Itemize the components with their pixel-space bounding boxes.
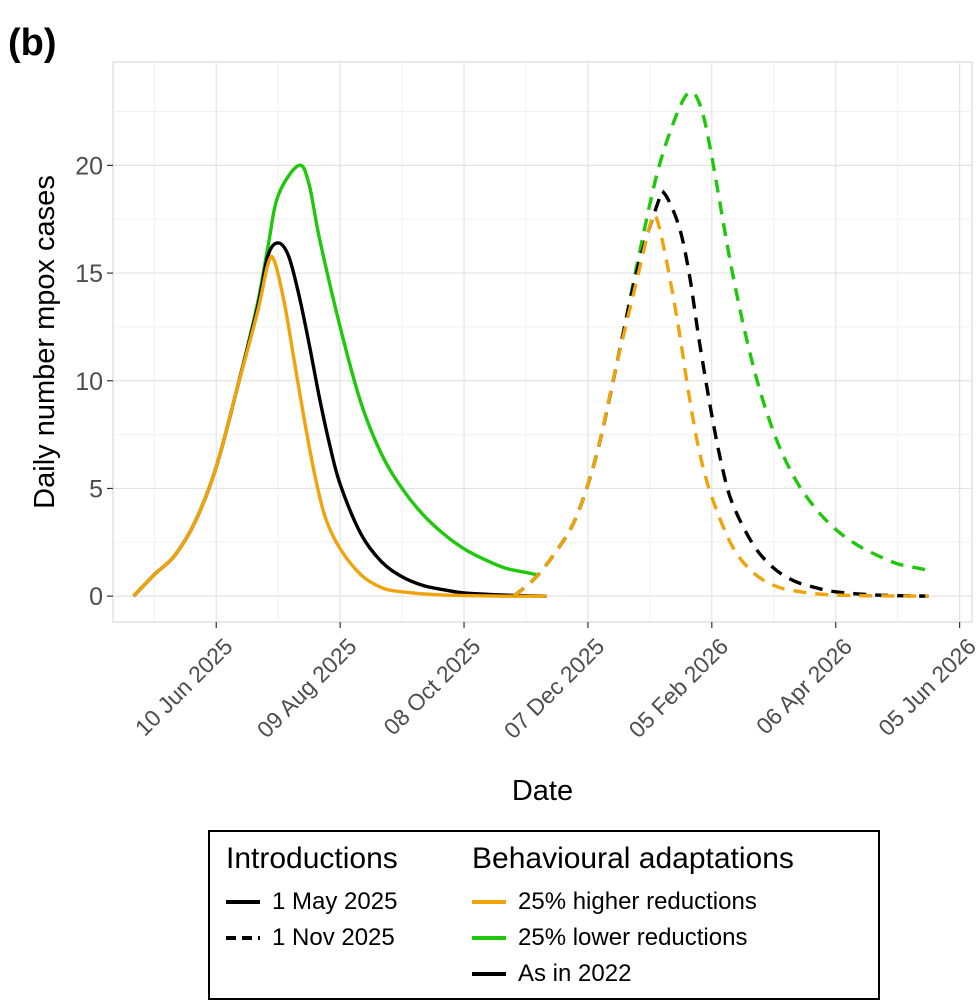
legend-adaptations: Behavioural adaptations 25% higher reduc…: [472, 842, 794, 992]
legend-item-solid: 1 May 2025: [226, 884, 398, 920]
legend-item-2022: As in 2022: [472, 956, 794, 992]
legend-label: 25% higher reductions: [518, 888, 757, 915]
grid-lines: [113, 62, 972, 622]
dashed-line-key: [226, 936, 260, 940]
legend-introductions-title: Introductions: [226, 842, 398, 875]
series-line-nov-4: [512, 189, 929, 598]
black-line-key: [472, 972, 506, 976]
legend-introductions: Introductions 1 May 2025 1 Nov 2025: [226, 842, 398, 956]
axes: 0 5 10 15 20 10 Jun 2025 09 Aug 2025 08 Oct 202…: [75, 152, 979, 743]
green-line-key: [472, 936, 506, 940]
line-chart: 0 5 10 15 20 10 Jun 2025 09 Aug 2025 08 Oct 202…: [29, 61, 979, 807]
legend: Introductions 1 May 2025 1 Nov 2025 Beha…: [208, 830, 880, 1000]
x-tick-label: 05 Jun 2026: [873, 633, 979, 741]
legend-item-dashed: 1 Nov 2025: [226, 920, 398, 956]
x-tick-label: 05 Feb 2026: [624, 633, 734, 743]
legend-label: 1 May 2025: [272, 888, 398, 915]
x-tick-label: 08 Oct 2025: [378, 633, 485, 740]
legend-item-lower: 25% lower reductions: [472, 920, 794, 956]
legend-label: As in 2022: [518, 960, 632, 987]
series-line-nov-5: [512, 212, 929, 598]
x-tick-label: 10 Jun 2025: [130, 633, 238, 741]
solid-line-key: [226, 900, 260, 904]
series-line-may-2: [132, 254, 547, 598]
y-tick-label: 5: [89, 475, 103, 503]
legend-item-higher: 25% higher reductions: [472, 884, 794, 920]
y-tick-label: 10: [75, 368, 103, 396]
y-tick-label: 15: [75, 260, 103, 288]
x-tick-label: 07 Dec 2025: [499, 633, 610, 744]
x-tick-label: 09 Aug 2025: [252, 633, 362, 743]
x-tick-label: 06 Apr 2026: [751, 633, 857, 739]
legend-label: 25% lower reductions: [518, 924, 748, 951]
series-lines: [132, 90, 929, 598]
orange-line-key: [472, 900, 506, 904]
panel-label: (b): [8, 22, 57, 64]
y-axis-title: Daily number mpox cases: [29, 175, 61, 509]
legend-adaptations-title: Behavioural adaptations: [472, 842, 794, 875]
x-axis-title: Date: [512, 775, 573, 807]
plot-panel-border: [112, 61, 973, 623]
legend-label: 1 Nov 2025: [272, 924, 395, 951]
y-tick-label: 0: [89, 583, 103, 611]
y-tick-label: 20: [75, 152, 103, 180]
